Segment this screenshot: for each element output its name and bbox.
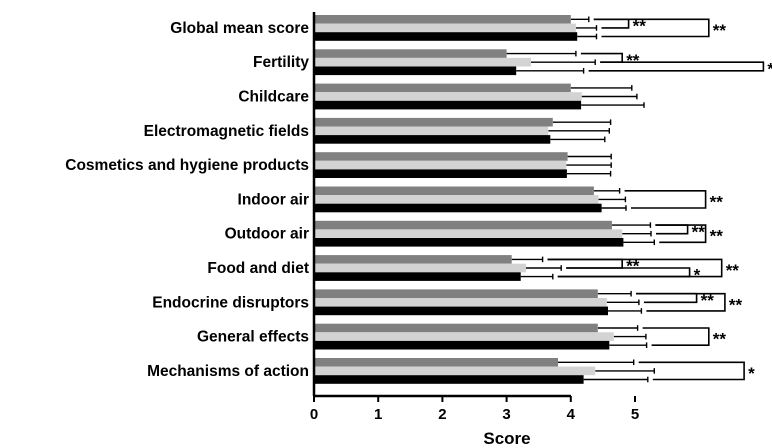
- category-label: Fertility: [253, 54, 309, 71]
- x-tick-label: 5: [631, 406, 639, 423]
- significance-label: **: [713, 330, 727, 349]
- bar-series-2: [314, 57, 531, 67]
- bar-series-2: [314, 195, 599, 204]
- bar-series-1: [314, 83, 571, 93]
- significance-bracket: [655, 224, 707, 244]
- bar-series-2: [314, 332, 614, 341]
- x-axis-title: Score: [483, 429, 530, 448]
- significance-label: *: [767, 60, 772, 79]
- significance-label: **: [692, 222, 706, 241]
- significance-bracket: [636, 292, 726, 312]
- significance-bracket: [580, 52, 623, 63]
- bar-series-1: [314, 49, 507, 58]
- bar-series-2: [314, 298, 607, 307]
- significance-brackets: *************************: [547, 17, 772, 383]
- significance-bracket: [588, 61, 765, 72]
- x-tick-label: 3: [502, 406, 510, 423]
- significance-bracket: [642, 327, 710, 346]
- category-label: Indoor air: [238, 191, 309, 208]
- category-label: Cosmetics and hygiene products: [65, 157, 309, 174]
- bar-series-2: [314, 126, 549, 136]
- category-label: Mechanisms of action: [147, 363, 309, 380]
- significance-label: **: [729, 295, 743, 314]
- significance-label: **: [626, 257, 640, 276]
- bar-series-1: [314, 152, 568, 161]
- bar-series-2: [314, 160, 567, 170]
- category-label: Global mean score: [170, 20, 309, 37]
- significance-label: **: [710, 192, 724, 211]
- bar-series-1: [314, 323, 598, 333]
- significance-bracket: [547, 258, 623, 269]
- bar-series-3: [314, 66, 517, 76]
- bar-series-2: [314, 23, 576, 33]
- x-ticks: 0 1 2 3 4 5: [310, 396, 639, 423]
- x-tick-label: 1: [374, 406, 382, 423]
- significance-bracket: [593, 18, 630, 29]
- category-labels: Global mean score Fertility Childcare Elect…: [65, 20, 309, 380]
- significance-bracket: [547, 258, 723, 278]
- significance-label: **: [713, 21, 727, 40]
- bar-series-3: [314, 272, 521, 281]
- x-tick-label: 0: [310, 406, 318, 423]
- bar-series-2: [314, 366, 596, 376]
- x-tick-label: 2: [438, 406, 446, 423]
- significance-label: *: [694, 265, 701, 284]
- significance-label: **: [701, 291, 715, 310]
- bar-series-3: [314, 238, 624, 247]
- category-label: Endocrine disruptors: [152, 294, 309, 311]
- bar-series-2: [314, 263, 526, 273]
- bar-series-1: [314, 358, 558, 367]
- bar-series-1: [314, 220, 612, 230]
- bar-series-3: [314, 375, 584, 384]
- bar-series-3: [314, 135, 551, 144]
- bar-series-3: [314, 169, 567, 178]
- bar-series-3: [314, 100, 582, 110]
- category-label: Electromagnetic fields: [144, 123, 309, 140]
- error-bars: [506, 16, 655, 383]
- significance-label: *: [748, 364, 755, 383]
- bar-series-1: [314, 255, 512, 264]
- bars: [314, 15, 624, 384]
- category-label: Childcare: [238, 89, 309, 106]
- significance-label: **: [626, 51, 640, 70]
- category-label: Food and diet: [207, 260, 309, 277]
- category-label: Outdoor air: [225, 226, 309, 243]
- significance-bracket: [636, 292, 698, 304]
- category-label: General effects: [197, 329, 309, 346]
- bar-series-3: [314, 306, 608, 316]
- significance-bracket: [557, 267, 691, 278]
- bar-series-1: [314, 15, 571, 24]
- bar-series-1: [314, 117, 553, 127]
- significance-bracket: [638, 361, 745, 381]
- bar-series-3: [314, 32, 578, 41]
- significance-label: **: [710, 227, 724, 246]
- bar-series-1: [314, 289, 598, 298]
- significance-label: **: [633, 17, 647, 36]
- significance-label: **: [726, 261, 740, 280]
- significance-bracket: [655, 224, 689, 235]
- significance-bracket: [593, 18, 710, 38]
- x-tick-label: 4: [567, 406, 576, 423]
- bar-series-2: [314, 229, 623, 238]
- significance-bracket: [624, 190, 707, 209]
- bar-series-3: [314, 340, 610, 350]
- bar-series-1: [314, 186, 594, 196]
- bar-series-2: [314, 92, 582, 101]
- bar-series-3: [314, 203, 602, 213]
